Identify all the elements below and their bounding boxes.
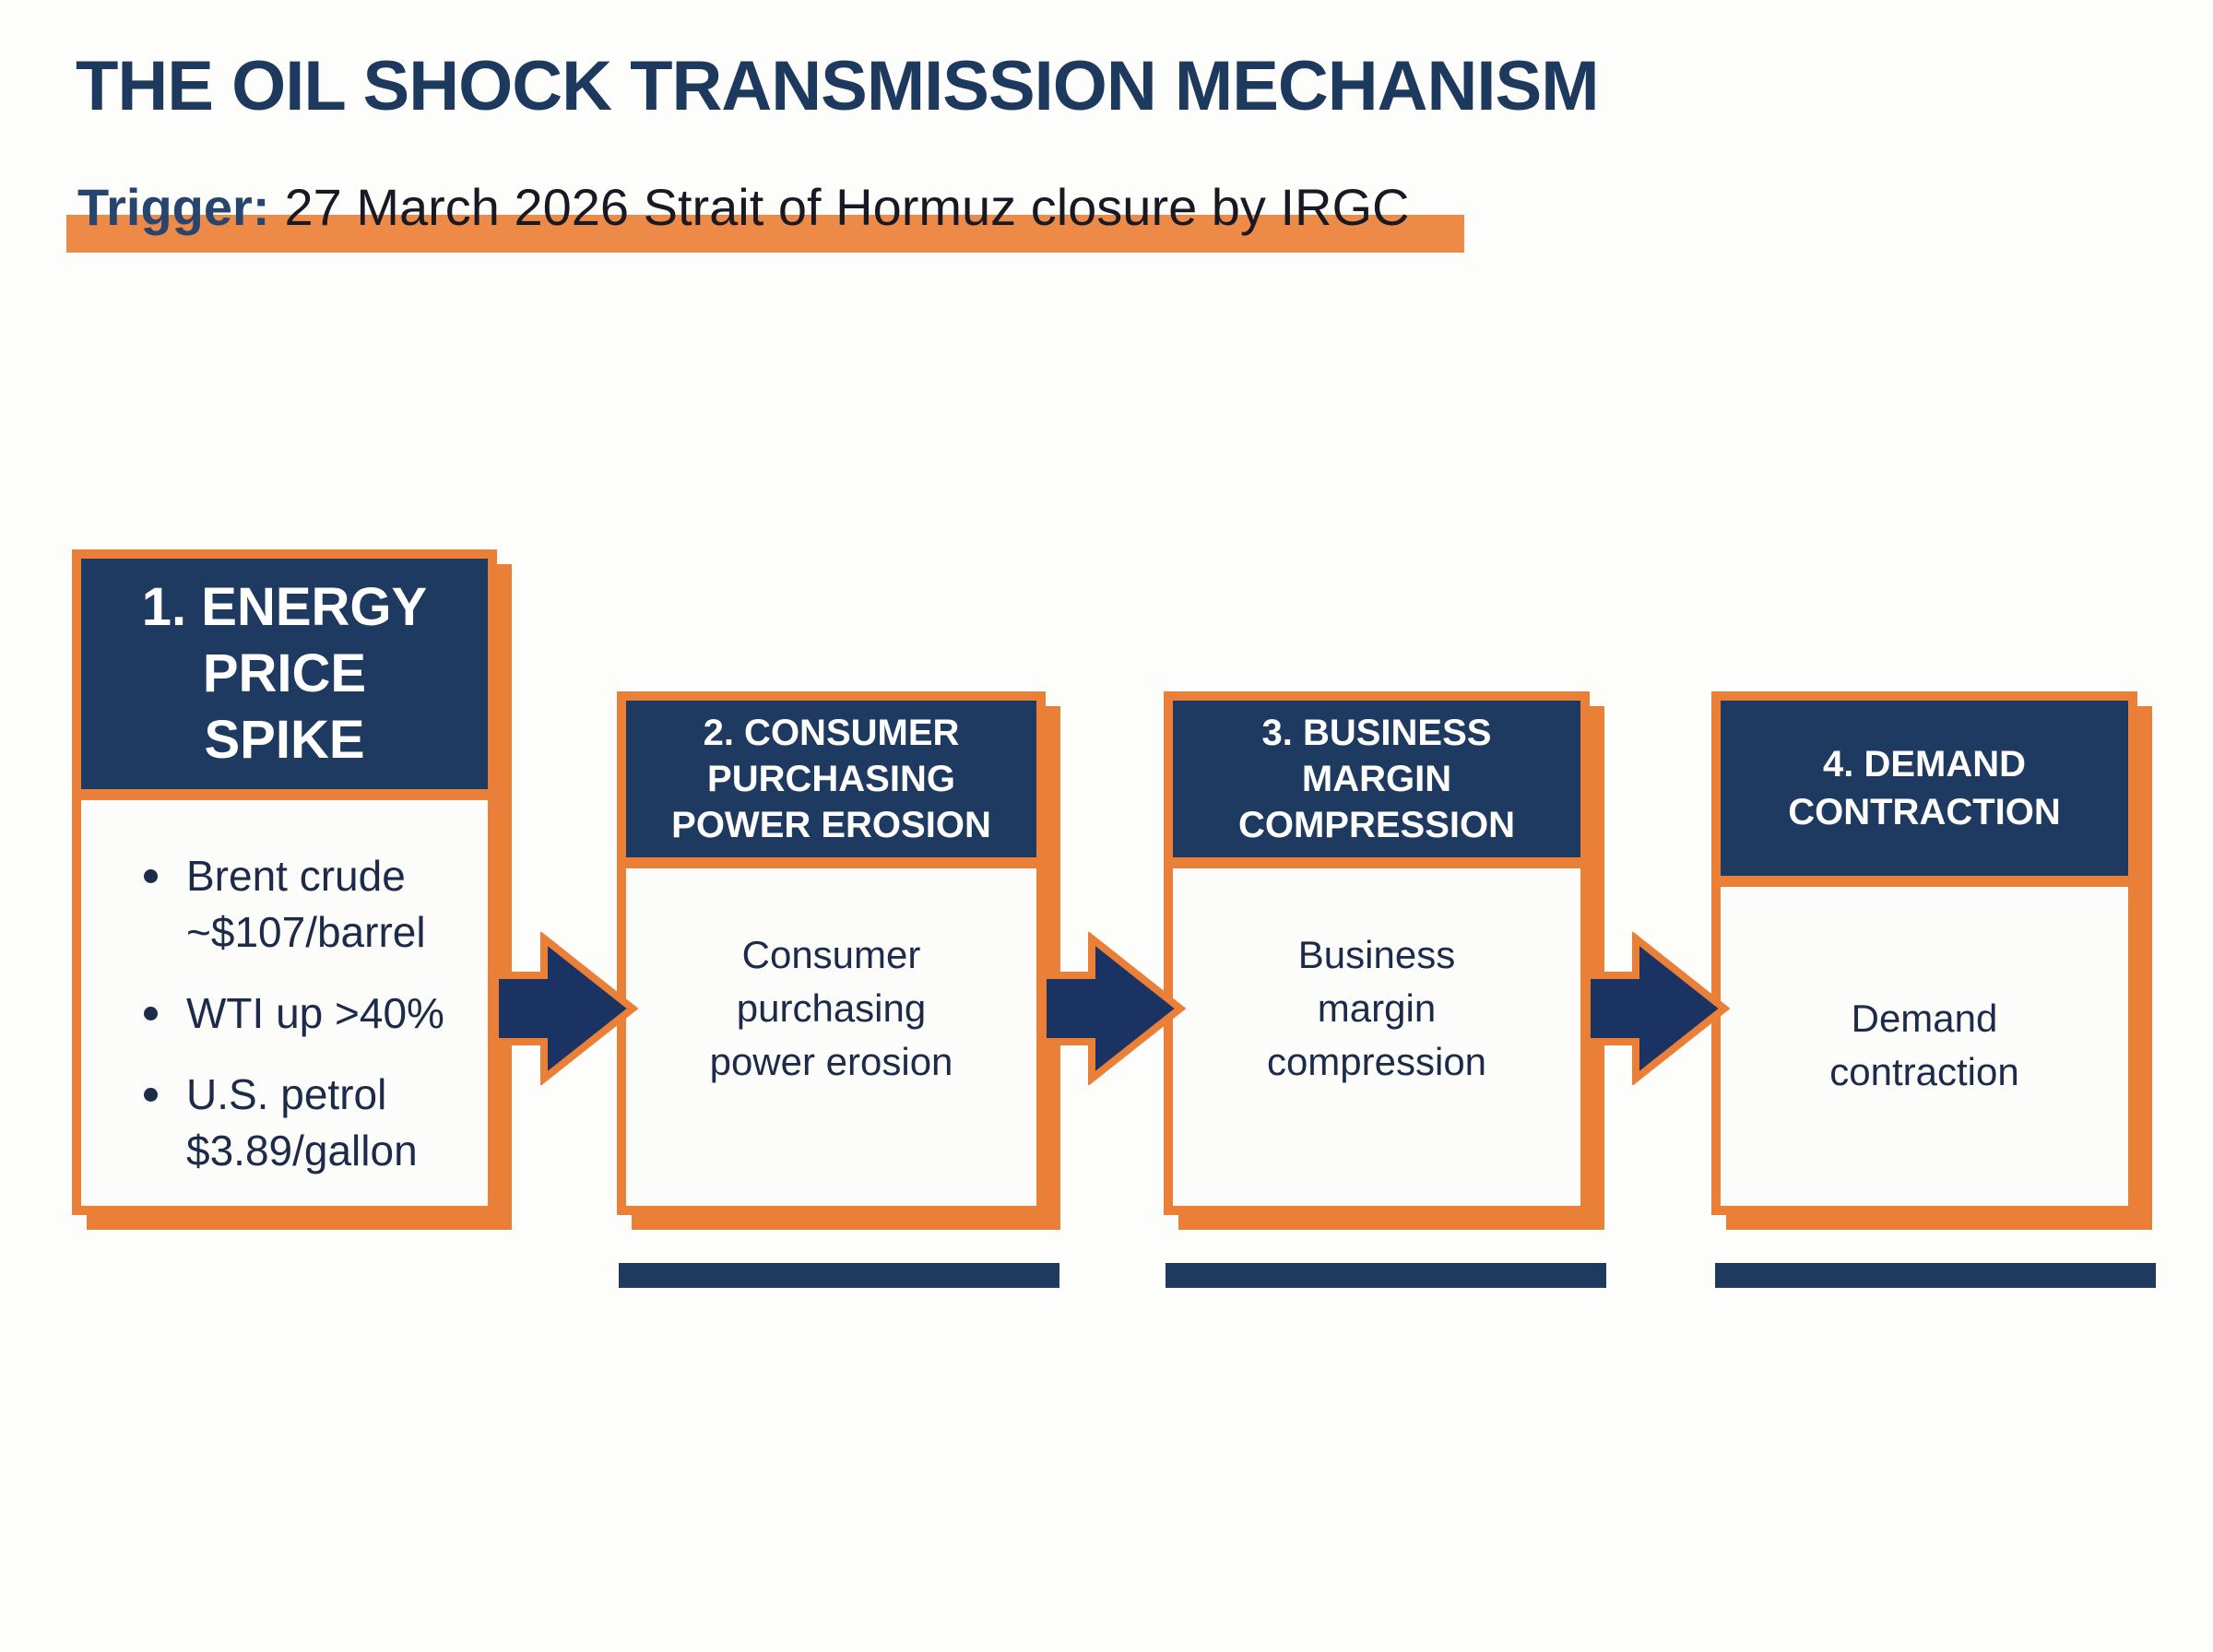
arrow-right-icon: [1583, 932, 1730, 1085]
stage-body: Consumer purchasing power erosion: [626, 868, 1036, 1213]
bullet-item: WTI up >40%: [142, 985, 471, 1042]
page-title: THE OIL SHOCK TRANSMISSION MECHANISM: [76, 47, 1600, 125]
stage-header: 1. ENERGY PRICE SPIKE: [81, 559, 488, 800]
trigger-highlight-band: [66, 215, 1464, 253]
stage-box-demand-contraction: 4. DEMAND CONTRACTION Demand contraction: [1711, 691, 2137, 1215]
stage-header: 4. DEMAND CONTRACTION: [1721, 701, 2128, 887]
stage-underline: [1166, 1263, 1606, 1288]
stage-header: 3. BUSINESS MARGIN COMPRESSION: [1173, 701, 1580, 868]
stage-header: 2. CONSUMER PURCHASING POWER EROSION: [626, 701, 1036, 868]
stage-body-text: Consumer purchasing power erosion: [709, 933, 953, 1083]
stage-underline: [1715, 1263, 2156, 1288]
trigger-line: Trigger: 27 March 2026 Strait of Hormuz c…: [77, 177, 1410, 237]
stage-box-energy-price-spike: 1. ENERGY PRICE SPIKE Brent crude ~$107/…: [72, 549, 497, 1215]
arrow-right-icon: [491, 932, 638, 1085]
trigger-label: Trigger:: [77, 178, 270, 236]
stage-body: Business margin compression: [1173, 868, 1580, 1213]
bullet-item: Brent crude ~$107/barrel: [142, 848, 471, 961]
stage-body: Brent crude ~$107/barrel WTI up >40% U.S…: [81, 800, 488, 1179]
trigger-text: 27 March 2026 Strait of Hormuz closure b…: [284, 178, 1410, 236]
stage-body-text: Business margin compression: [1266, 933, 1487, 1083]
stage-box-consumer-purchasing-power-erosion: 2. CONSUMER PURCHASING POWER EROSION Con…: [617, 691, 1046, 1215]
stage-box-business-margin-compression: 3. BUSINESS MARGIN COMPRESSION Business …: [1164, 691, 1590, 1215]
arrow-right-icon: [1039, 932, 1186, 1085]
bullet-list: Brent crude ~$107/barrel WTI up >40% U.S…: [142, 848, 471, 1179]
bullet-item: U.S. petrol $3.89/gallon: [142, 1067, 471, 1179]
stage-body-text: Demand contraction: [1829, 997, 2019, 1093]
stage-underline: [619, 1263, 1059, 1288]
stage-body: Demand contraction: [1721, 887, 2128, 1232]
